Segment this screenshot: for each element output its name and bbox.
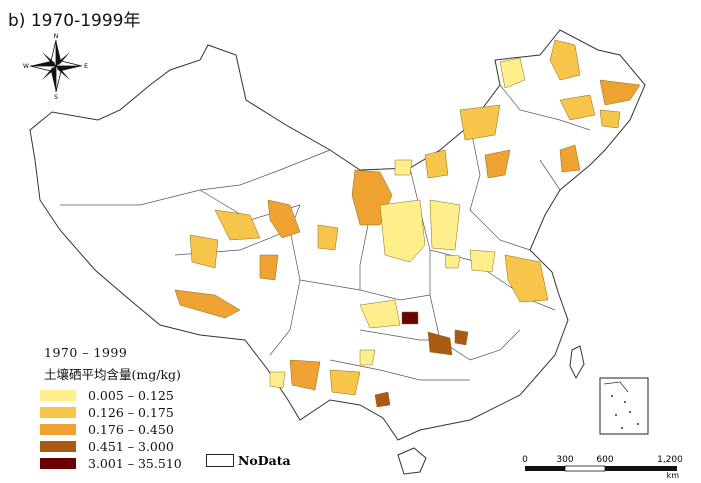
legend-swatch — [40, 458, 76, 469]
nodata-label: NoData — [238, 453, 291, 468]
legend-subtitle: 土壤硒平均含量(mg/kg) — [44, 367, 181, 382]
region — [599, 79, 641, 106]
legend-swatch — [40, 424, 76, 435]
legend-swatch — [40, 441, 76, 452]
region-patches — [174, 39, 641, 408]
island-hainan — [397, 447, 427, 475]
region — [214, 209, 261, 241]
region — [427, 331, 453, 356]
region — [359, 349, 376, 366]
region — [267, 199, 301, 239]
region — [504, 254, 549, 303]
compass-e: E — [84, 63, 88, 70]
panel-label: b) 1970-1999年 — [8, 11, 141, 31]
region — [317, 224, 339, 251]
legend-label: 0.126 – 0.175 — [88, 405, 174, 420]
legend-item: 3.001 – 35.510 — [40, 455, 182, 472]
legend-label: 0.451 – 3.000 — [88, 439, 174, 454]
region — [444, 254, 461, 269]
region — [484, 149, 511, 179]
region — [599, 109, 621, 129]
legend-swatch — [40, 407, 76, 418]
legend-label: 0.176 – 0.450 — [88, 422, 174, 437]
scale-tick: 1,200 — [657, 455, 682, 465]
region — [379, 199, 426, 263]
region — [359, 299, 401, 329]
region — [289, 359, 321, 391]
region — [329, 369, 361, 396]
scale-unit: km — [667, 471, 680, 480]
region — [424, 149, 449, 179]
region — [549, 39, 581, 81]
scale-tick: 0 — [522, 455, 528, 465]
region — [259, 254, 279, 281]
legend-swatch — [40, 390, 76, 401]
scale-bar: 0 300 600 1,200 km — [522, 455, 682, 480]
scale-tick: 600 — [596, 455, 613, 465]
inset-islands — [611, 395, 639, 429]
region — [429, 199, 461, 251]
region — [559, 94, 596, 121]
region — [401, 311, 419, 325]
region — [189, 234, 219, 269]
compass-s: S — [54, 94, 58, 101]
nodata-swatch — [206, 454, 234, 467]
legend-item: 0.005 – 0.125 — [40, 387, 182, 404]
region — [469, 249, 496, 273]
region — [374, 391, 391, 408]
legend: 1970 – 1999 土壤硒平均含量(mg/kg) 0.005 – 0.125… — [40, 345, 182, 472]
legend-label: 0.005 – 0.125 — [88, 388, 174, 403]
legend-label: 3.001 – 35.510 — [88, 456, 182, 471]
region — [269, 371, 286, 389]
inset-coast — [603, 381, 629, 393]
scale-tick: 300 — [556, 455, 573, 465]
region — [459, 104, 501, 141]
region — [394, 159, 413, 176]
legend-item: 0.451 – 3.000 — [40, 438, 182, 455]
compass-rose-icon: N E W S — [23, 33, 88, 101]
legend-period: 1970 – 1999 — [44, 345, 128, 360]
compass-n: N — [54, 33, 59, 40]
region — [499, 57, 526, 89]
legend-nodata: NoData — [206, 453, 291, 468]
region — [559, 144, 581, 173]
compass-w: W — [23, 63, 29, 70]
legend-item: 0.126 – 0.175 — [40, 404, 182, 421]
region — [174, 289, 241, 319]
legend-item: 0.176 – 0.450 — [40, 421, 182, 438]
island-taiwan — [569, 345, 585, 380]
region — [454, 329, 469, 346]
